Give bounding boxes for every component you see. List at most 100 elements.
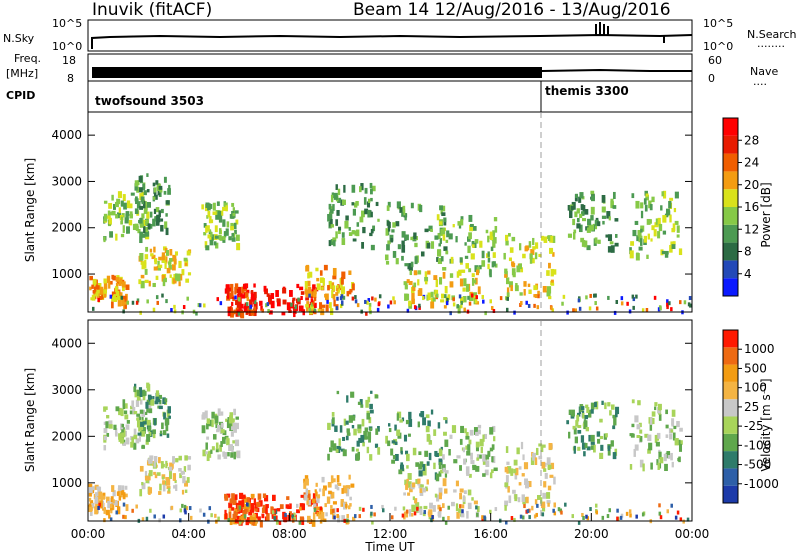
- data-cell: [156, 300, 159, 305]
- data-cell: [153, 208, 157, 214]
- data-cell: [410, 261, 414, 268]
- data-cell: [659, 515, 663, 520]
- data-cell: [292, 297, 296, 301]
- data-cell: [168, 466, 173, 472]
- data-cell: [450, 256, 454, 264]
- data-cell: [355, 448, 359, 452]
- cpid-program-1: twofsound 3503: [95, 94, 204, 108]
- data-cell: [184, 489, 188, 493]
- data-cell: [404, 479, 407, 486]
- data-cell: [232, 497, 237, 506]
- data-cell: [227, 309, 231, 317]
- data-cell: [668, 200, 672, 209]
- data-cell: [374, 297, 377, 302]
- data-cell: [317, 308, 321, 313]
- data-cell: [282, 287, 287, 294]
- data-cell: [179, 518, 182, 523]
- data-cell: [403, 511, 407, 516]
- data-cell: [205, 451, 208, 455]
- data-cell: [114, 201, 119, 208]
- y-tick-label: 3000: [51, 383, 82, 397]
- data-cell: [103, 406, 108, 410]
- data-cell: [586, 516, 590, 521]
- data-cell: [101, 292, 104, 300]
- x-tick-label: 12:00: [373, 527, 408, 541]
- data-cell: [606, 211, 611, 219]
- data-cell: [643, 235, 648, 243]
- data-cell: [405, 450, 409, 455]
- data-cell: [253, 309, 257, 317]
- data-cell: [479, 438, 484, 447]
- data-cell: [220, 210, 224, 216]
- data-cell: [370, 390, 373, 394]
- data-cell: [234, 229, 237, 235]
- data-cell: [141, 445, 146, 449]
- data-cell: [615, 299, 619, 304]
- data-cell: [313, 503, 317, 510]
- data-cell: [367, 396, 371, 403]
- data-cell: [305, 297, 310, 301]
- data-cell: [594, 237, 598, 244]
- data-cell: [266, 302, 270, 307]
- data-cell: [143, 391, 147, 396]
- data-cell: [152, 182, 156, 187]
- data-cell: [210, 513, 213, 518]
- data-cell: [636, 424, 641, 430]
- data-cell: [440, 210, 443, 215]
- data-cell: [444, 520, 448, 525]
- data-cell: [579, 192, 584, 199]
- data-cell: [637, 230, 642, 237]
- data-cell: [609, 241, 614, 245]
- data-cell: [616, 508, 619, 513]
- data-cell: [231, 446, 234, 453]
- data-cell: [133, 442, 137, 450]
- data-cell: [505, 277, 510, 285]
- data-cell: [158, 394, 163, 399]
- data-cell: [168, 184, 171, 190]
- data-cell: [541, 461, 546, 469]
- data-cell: [492, 309, 496, 314]
- colorbar-swatch: [723, 381, 738, 400]
- data-cell: [169, 274, 172, 278]
- data-cell: [348, 270, 352, 275]
- data-cell: [275, 290, 279, 297]
- data-cell: [349, 496, 352, 501]
- data-cell: [445, 239, 449, 243]
- data-cell: [470, 293, 474, 298]
- data-cell: [226, 420, 231, 429]
- data-cell: [466, 450, 471, 456]
- data-cell: [580, 406, 585, 411]
- data-cell: [228, 418, 233, 424]
- data-cell: [176, 273, 181, 282]
- data-cell: [125, 424, 130, 430]
- data-cell: [686, 517, 690, 522]
- data-cell: [146, 211, 150, 219]
- data-cell: [116, 279, 120, 285]
- data-cell: [126, 226, 130, 234]
- data-cell: [144, 475, 149, 481]
- data-cell: [423, 510, 426, 515]
- data-cell: [477, 286, 481, 295]
- data-cell: [670, 307, 673, 312]
- data-cell: [385, 260, 390, 265]
- data-cell: [271, 506, 274, 511]
- data-cell: [130, 405, 135, 410]
- data-cell: [468, 439, 472, 445]
- data-cell: [120, 216, 123, 225]
- data-cell: [278, 520, 282, 525]
- data-cell: [536, 305, 540, 310]
- data-cell: [265, 303, 268, 308]
- data-cell: [682, 519, 685, 524]
- data-cell: [108, 514, 111, 519]
- data-cell: [227, 452, 230, 457]
- data-cell: [415, 479, 420, 484]
- data-cell: [406, 308, 410, 313]
- data-cell: [581, 239, 586, 247]
- data-cell: [534, 499, 538, 505]
- data-cell: [471, 244, 475, 248]
- data-cell: [415, 236, 418, 241]
- data-cell: [445, 301, 449, 306]
- data-cell: [138, 279, 142, 285]
- data-cell: [96, 486, 100, 490]
- data-cell: [378, 294, 382, 299]
